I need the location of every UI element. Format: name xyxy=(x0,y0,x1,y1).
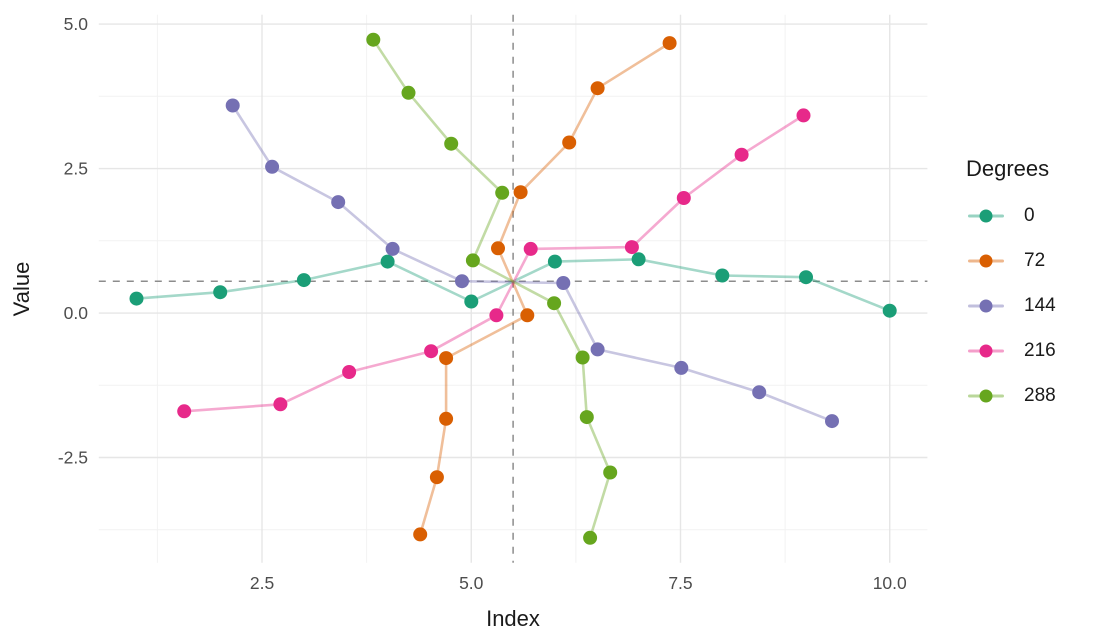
legend-key-icon xyxy=(966,341,1006,361)
data-point-144 xyxy=(455,274,469,289)
data-point-288 xyxy=(401,85,416,100)
data-point-216 xyxy=(342,365,357,379)
data-point-0 xyxy=(213,285,228,300)
legend-key-dot xyxy=(979,344,993,358)
data-point-0 xyxy=(631,252,646,267)
legend-item-144: 144 xyxy=(966,295,1056,316)
legend-item-label: 144 xyxy=(1024,295,1056,316)
data-point-216 xyxy=(796,108,811,123)
legend-item-288: 288 xyxy=(966,385,1056,406)
series-line-0 xyxy=(135,257,892,313)
data-point-0 xyxy=(380,254,395,269)
x-tick-label: 7.5 xyxy=(668,573,692,593)
data-point-72 xyxy=(429,470,444,485)
x-tick-label: 10.0 xyxy=(873,573,907,593)
data-point-288 xyxy=(444,136,459,151)
data-point-0 xyxy=(547,254,562,269)
data-point-72 xyxy=(662,36,677,51)
data-point-0 xyxy=(799,270,813,285)
series-line-72 xyxy=(418,41,671,536)
data-point-288 xyxy=(575,350,590,365)
data-point-72 xyxy=(562,135,577,150)
legend-item-label: 216 xyxy=(1024,340,1056,361)
data-point-216 xyxy=(424,344,439,359)
data-point-0 xyxy=(882,303,897,318)
data-point-144 xyxy=(225,98,240,113)
legend-item-216: 216 xyxy=(966,340,1056,361)
data-point-144 xyxy=(556,276,571,290)
x-tick-label: 2.5 xyxy=(250,573,274,593)
y-tick-label: -2.5 xyxy=(58,448,88,468)
data-point-0 xyxy=(715,268,730,283)
x-axis-title: Index xyxy=(486,606,540,631)
data-point-144 xyxy=(385,241,400,256)
y-tick-label: 0.0 xyxy=(64,303,89,323)
data-point-216 xyxy=(273,397,288,412)
data-point-72 xyxy=(513,185,528,200)
legend-item-72: 72 xyxy=(966,250,1056,271)
data-point-288 xyxy=(547,296,562,311)
legend: Degrees 0 72 144 216 288 xyxy=(966,156,1056,406)
legend-key-dot xyxy=(979,209,993,223)
data-point-288 xyxy=(465,253,480,268)
series-line-216 xyxy=(182,114,805,413)
data-point-0 xyxy=(129,291,144,306)
data-point-72 xyxy=(413,527,428,542)
data-point-216 xyxy=(734,147,749,162)
data-point-72 xyxy=(439,411,454,426)
x-tick-label: 5.0 xyxy=(459,573,484,593)
legend-key-dot xyxy=(979,389,993,403)
data-point-72 xyxy=(520,308,535,323)
data-point-72 xyxy=(491,241,505,256)
data-point-144 xyxy=(752,385,767,400)
legend-items: 0 72 144 216 288 xyxy=(966,205,1056,406)
legend-key-icon xyxy=(966,386,1006,406)
data-point-216 xyxy=(676,191,691,205)
data-point-216 xyxy=(523,241,538,256)
legend-key-icon xyxy=(966,251,1006,271)
series-line-288 xyxy=(371,38,612,540)
legend-item-0: 0 xyxy=(966,205,1056,226)
data-point-288 xyxy=(583,530,598,545)
data-point-288 xyxy=(579,410,594,425)
data-point-144 xyxy=(590,342,605,357)
y-axis-title: Value xyxy=(9,261,34,317)
data-point-288 xyxy=(495,185,510,200)
data-point-72 xyxy=(590,81,605,96)
series-line-144 xyxy=(231,104,834,423)
legend-item-label: 72 xyxy=(1024,250,1046,271)
legend-item-label: 0 xyxy=(1024,205,1035,226)
legend-item-label: 288 xyxy=(1024,385,1056,406)
data-point-144 xyxy=(331,195,346,210)
data-point-0 xyxy=(464,294,479,309)
legend-key-dot xyxy=(979,299,993,313)
legend-key-icon xyxy=(966,206,1006,226)
data-point-72 xyxy=(439,351,454,366)
legend-key-dot xyxy=(979,254,993,268)
data-point-216 xyxy=(177,404,192,419)
data-point-216 xyxy=(624,240,639,255)
data-point-144 xyxy=(674,360,689,375)
legend-key-icon xyxy=(966,296,1006,316)
data-point-216 xyxy=(489,308,504,323)
data-point-288 xyxy=(603,465,618,480)
data-point-144 xyxy=(265,159,280,174)
legend-title: Degrees xyxy=(966,156,1050,181)
data-point-144 xyxy=(825,414,839,429)
data-point-0 xyxy=(296,273,311,288)
y-tick-label: 5.0 xyxy=(64,14,89,34)
data-point-288 xyxy=(366,32,381,47)
y-tick-label: 2.5 xyxy=(64,159,88,179)
